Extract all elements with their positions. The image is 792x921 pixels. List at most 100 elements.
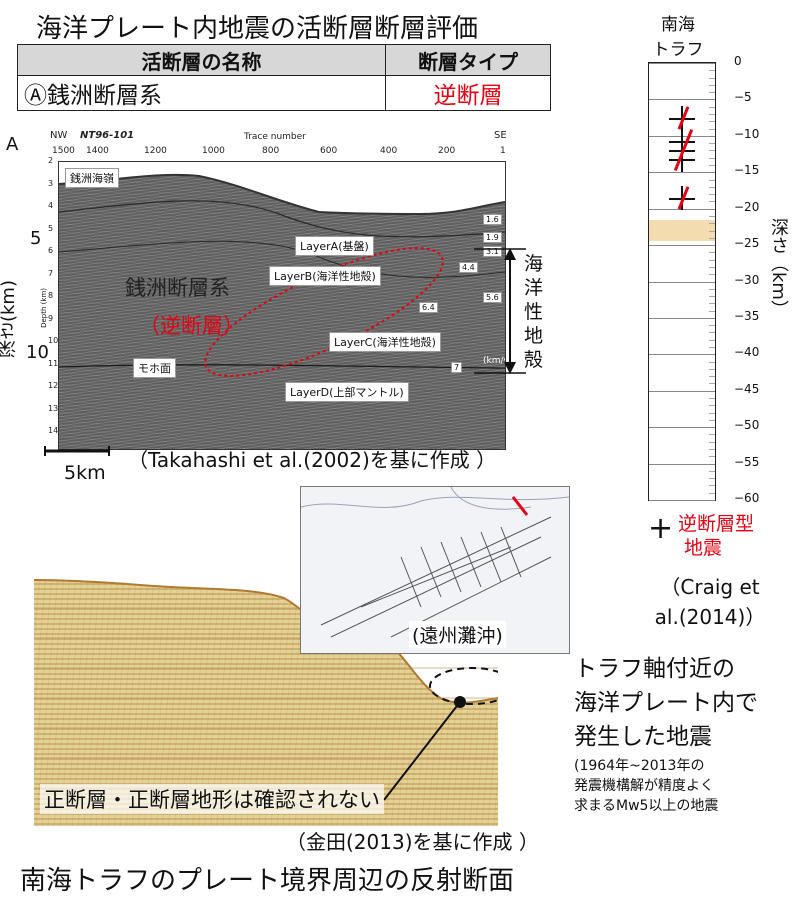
ridge-label: 銭洲海嶺: [65, 168, 119, 188]
column-minor-tick: [709, 296, 715, 298]
trace-tick: 800: [262, 146, 280, 156]
depth-tick: 14: [48, 426, 59, 435]
map-label: (遠州灘沖): [409, 621, 506, 648]
column-minor-tick: [709, 449, 715, 451]
column-minor-tick: [709, 128, 715, 130]
legend-plus-icon: +: [648, 511, 674, 546]
velocity-unit: (km/s): [483, 356, 505, 366]
legend-marker: +: [648, 514, 673, 544]
depth-tick: 11: [48, 358, 59, 368]
column-tick-label: −45: [734, 381, 760, 396]
column-minor-tick: [709, 434, 715, 436]
column-minor-tick: [709, 121, 715, 123]
depth-tick: 12: [48, 381, 59, 390]
fault-table-header: 活断層の名称 断層タイプ: [17, 44, 551, 76]
column-minor-tick: [709, 303, 715, 305]
column-minor-tick: [709, 179, 715, 181]
column-gridline: [649, 463, 715, 465]
depth-tick: 8: [48, 291, 54, 300]
column-minor-tick: [709, 84, 715, 86]
trace-tick: 1200: [144, 146, 167, 156]
column-source-line2: al.(2014)）: [654, 605, 766, 629]
column-minor-tick: [709, 113, 715, 115]
normal-fault-note: 正断層・正断層地形は確認されない: [40, 784, 384, 814]
column-axis-label: 深さ（km）: [768, 218, 789, 318]
crust-label-char: 殻: [524, 349, 544, 371]
crust-bracket: [474, 248, 526, 374]
fault-type-label: （逆断層）: [139, 314, 244, 338]
column-minor-tick: [709, 266, 715, 268]
description-line3: 発生した地震: [574, 724, 712, 750]
fault-name-cell: Ⓐ銭洲断層系: [17, 75, 386, 111]
column-gridline: [649, 390, 715, 392]
column-minor-tick: [709, 288, 715, 290]
column-gridline: [649, 354, 715, 356]
se-label: SE: [494, 130, 507, 141]
column-minor-tick: [709, 412, 715, 414]
depth-band: [649, 219, 715, 242]
column-minor-tick: [709, 405, 715, 407]
column-tick-label: −20: [734, 199, 760, 214]
depth-tick: 4: [48, 201, 54, 210]
column-gridline: [649, 172, 715, 174]
depth-tick: 5: [48, 223, 54, 233]
column-tick-label: −50: [734, 418, 760, 433]
column-tick-label: −25: [734, 236, 760, 251]
layer-c-label: LayerC(海洋性地殻): [329, 332, 441, 352]
column-tick-label: −35: [734, 308, 760, 323]
column-minor-tick: [709, 106, 715, 108]
column-source: （Craig et al.(2014)）: [640, 572, 780, 632]
legend-line2: 地震: [684, 537, 723, 559]
depth-axis-small: Depth (km): [40, 288, 48, 328]
description-small3: 求まるMw5以上の地震: [574, 798, 719, 814]
column-minor-tick: [709, 310, 715, 312]
column-minor-tick: [709, 92, 715, 94]
column-minor-tick: [709, 164, 715, 166]
velocity-tag: 1.6: [483, 214, 502, 225]
col-type-header: 断層タイプ: [385, 44, 551, 76]
description: トラフ軸付近の 海洋プレート内で 発生した地震: [574, 652, 758, 754]
column-title-line2: トラフ: [652, 40, 704, 60]
panel-letter: A: [6, 134, 19, 155]
fault-type-cell: 逆断層: [385, 75, 551, 111]
velocity-tag: 5.6: [483, 292, 502, 303]
description-detail: (1964年~2013年の 発震機構解が精度よく 求まるMw5以上の地震: [574, 756, 792, 816]
event-marker-horizontal: [669, 141, 695, 144]
velocity-tag: 1.9: [483, 232, 502, 243]
y-tick-10: 10: [26, 342, 49, 363]
depth-column: [648, 62, 716, 501]
crust-label-char: 性: [524, 301, 544, 323]
column-gridline: [649, 281, 715, 283]
column-tick-label: −10: [734, 126, 760, 141]
column-minor-tick: [709, 376, 715, 378]
trace-tick: 200: [438, 146, 456, 156]
velocity-tag: 4.4: [459, 262, 478, 273]
column-minor-tick: [709, 252, 715, 254]
layer-b-label: LayerB(海洋性地殻): [269, 266, 381, 286]
column-minor-tick: [709, 230, 715, 232]
depth-tick: 6: [48, 246, 54, 255]
trace-tick: 1: [500, 146, 506, 156]
column-minor-tick: [709, 441, 715, 443]
trace-tick: 600: [320, 146, 338, 156]
column-minor-tick: [709, 339, 715, 341]
column-minor-tick: [709, 194, 715, 196]
depth-tick: 3: [48, 178, 54, 188]
fault-system-label: 銭洲断層系: [125, 276, 230, 300]
velocity-tag: 3.1: [483, 246, 502, 257]
column-minor-tick: [709, 361, 715, 363]
depth-tick: 13: [48, 403, 59, 413]
column-minor-tick: [709, 150, 715, 152]
trace-tick: 1000: [202, 146, 225, 156]
fault-table-row: Ⓐ銭洲断層系 逆断層: [17, 75, 551, 111]
nw-label: NW: [50, 130, 68, 141]
crust-label-char: 地: [524, 325, 544, 347]
seismic-image: 銭洲海嶺 LayerA(基盤) LayerB(海洋性地殻) LayerC(海洋性…: [58, 161, 506, 450]
column-gridline: [649, 245, 715, 247]
column-minor-tick: [709, 419, 715, 421]
column-minor-tick: [709, 347, 715, 349]
fault-table: 活断層の名称 断層タイプ Ⓐ銭洲断層系 逆断層: [17, 44, 551, 111]
column-minor-tick: [709, 485, 715, 487]
description-small1: (1964年~2013年の: [574, 758, 705, 774]
column-minor-tick: [709, 77, 715, 79]
